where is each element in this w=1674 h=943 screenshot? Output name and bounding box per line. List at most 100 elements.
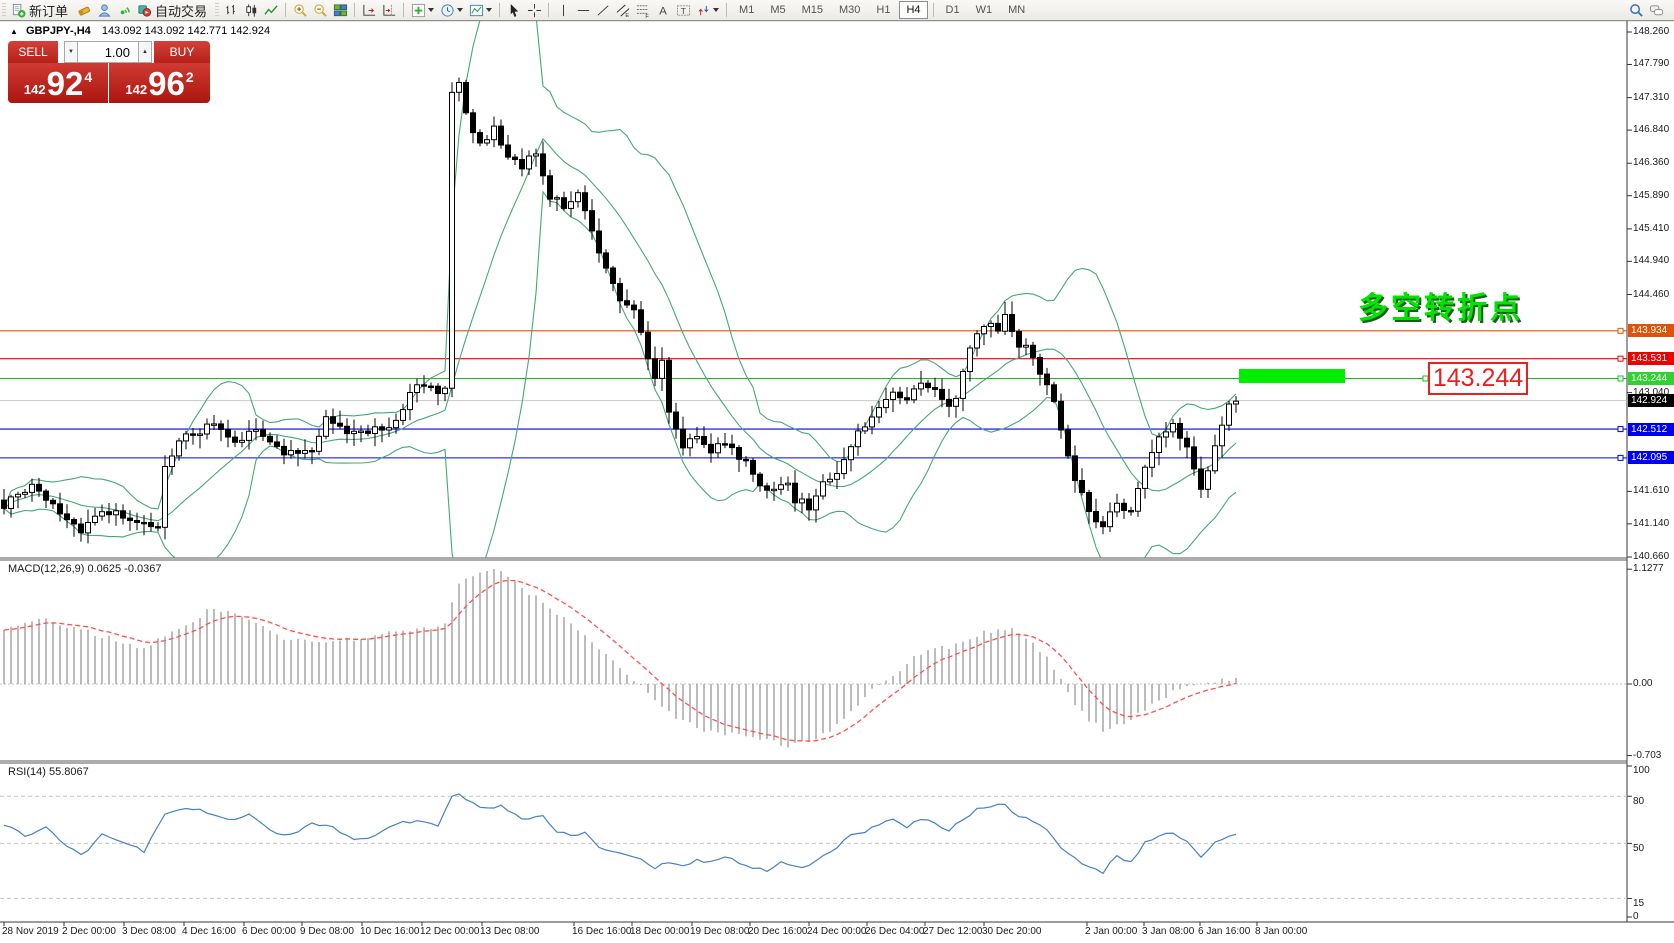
timeframe-m5[interactable]: M5 <box>770 4 786 16</box>
template-icon[interactable] <box>466 1 486 19</box>
sell-button[interactable]: SELL <box>8 41 58 63</box>
volume-increase-button[interactable]: ▲ <box>138 41 152 63</box>
sell-price-big: 92 <box>46 65 84 102</box>
arrows-icon[interactable] <box>693 1 713 19</box>
toolbar-separator <box>354 3 356 17</box>
time-axis-label: 10 Dec 16:00 <box>360 926 420 937</box>
time-axis-label: 6 Jan 16:00 <box>1198 926 1251 937</box>
text-icon[interactable]: A <box>653 1 673 19</box>
svg-text:F: F <box>645 14 649 18</box>
period-dropdown-icon[interactable] <box>457 8 464 12</box>
turning-point-annotation[interactable]: 多空转折点 <box>1358 292 1523 325</box>
autotrade-button[interactable]: 自动交易 <box>155 3 208 19</box>
time-axis-label: 12 Dec 00:00 <box>420 926 480 937</box>
line-anchor <box>1617 426 1624 433</box>
text-label-icon[interactable]: T <box>673 1 693 19</box>
volume-input[interactable]: 1.00 <box>78 41 138 63</box>
toolbar-separator <box>285 3 287 17</box>
buy-button[interactable]: BUY <box>154 41 210 63</box>
highlight-rectangle[interactable] <box>1239 369 1345 383</box>
time-axis-label: 26 Dec 04:00 <box>865 926 925 937</box>
timeframe-h1[interactable]: H1 <box>876 4 891 16</box>
macd-signal-line <box>3 579 1237 742</box>
add-indicator-dropdown-icon[interactable] <box>428 8 435 12</box>
fibonacci-icon[interactable]: F <box>633 1 653 19</box>
auto-scroll-icon[interactable] <box>359 1 379 19</box>
sell-price-prefix: 142 <box>23 82 46 97</box>
line-anchor <box>1617 375 1624 382</box>
template-dropdown-icon[interactable] <box>486 8 493 12</box>
chat-icon[interactable] <box>1646 1 1666 19</box>
rsi-pane <box>0 793 1627 899</box>
buy-price-big: 96 <box>148 65 185 102</box>
price-tick-label: 145.410 <box>1633 222 1670 234</box>
period-clock-icon[interactable] <box>437 1 457 19</box>
crosshair-icon[interactable] <box>524 1 544 19</box>
line-anchor <box>1617 454 1624 461</box>
price-line-badge: 142.924 <box>1628 394 1674 408</box>
timeframe-d1[interactable]: D1 <box>945 4 960 16</box>
price-line-badge: 143.934 <box>1628 324 1674 338</box>
candlestick-chart-icon[interactable] <box>241 1 261 19</box>
time-axis-label: 20 Dec 16:00 <box>748 926 808 937</box>
one-click-trading-panel: SELL ▼ 1.00 ▲ BUY 142 92 4 142 96 2 <box>8 41 210 103</box>
line-anchor <box>1617 355 1624 362</box>
line-chart-icon[interactable] <box>261 1 281 19</box>
new-order-button[interactable]: 新订单 <box>29 3 69 19</box>
tile-windows-icon[interactable] <box>330 1 350 19</box>
eraser-icon[interactable] <box>74 1 94 19</box>
macd-scale-label: 0.00 <box>1633 678 1653 689</box>
timeframe-h4[interactable]: H4 <box>899 1 928 19</box>
zoom-out-icon[interactable] <box>310 1 330 19</box>
chart-shift-icon[interactable] <box>379 1 399 19</box>
price-tick-label: 146.360 <box>1633 157 1670 169</box>
horizontal-line-icon[interactable] <box>573 1 593 19</box>
price-tick-label: 144.460 <box>1633 288 1670 300</box>
search-icon[interactable] <box>1626 1 1646 19</box>
timeframe-m30[interactable]: M30 <box>839 4 861 16</box>
trendline-icon[interactable] <box>593 1 613 19</box>
sell-price[interactable]: 142 92 4 <box>8 63 109 103</box>
buy-price-prefix: 142 <box>125 82 148 97</box>
timeframe-m1[interactable]: M1 <box>739 4 755 16</box>
price-tick-label: 146.840 <box>1633 124 1670 136</box>
collapse-arrow-icon[interactable]: ▲ <box>10 27 18 36</box>
bb-middle <box>3 137 1237 522</box>
toolbar-grip <box>2 3 6 17</box>
zoom-in-icon[interactable] <box>290 1 310 19</box>
time-axis-label: 6 Dec 00:00 <box>242 926 296 937</box>
vertical-line-icon[interactable] <box>553 1 573 19</box>
timeframe-m15[interactable]: M15 <box>801 4 823 16</box>
chart-quote-line: ▲ GBPJPY-,H4 143.092 143.092 142.771 142… <box>10 25 270 37</box>
new-order-icon[interactable] <box>8 1 28 19</box>
rsi-scale-label: 100 <box>1633 765 1650 776</box>
arrows-dropdown-icon[interactable] <box>713 8 720 12</box>
time-axis-label: 27 Dec 12:00 <box>923 926 983 937</box>
candlestick-series <box>1 77 1239 544</box>
autotrade-icon[interactable] <box>134 1 154 19</box>
time-axis-label: 24 Dec 00:00 <box>807 926 867 937</box>
timeframe-bar: M1 M5 M15 M30 H1 H4 D1 W1 MN <box>731 1 1033 19</box>
bar-chart-icon[interactable] <box>221 1 241 19</box>
price-callout-box[interactable]: 143.244 <box>1428 362 1528 395</box>
buy-price[interactable]: 142 96 2 <box>109 63 210 103</box>
price-tick-label: 140.660 <box>1633 551 1670 562</box>
timeframe-w1[interactable]: W1 <box>975 4 993 16</box>
equidistant-channel-icon[interactable]: E <box>613 1 633 19</box>
price-line-badge: 143.244 <box>1628 372 1674 385</box>
volume-decrease-button[interactable]: ▼ <box>64 41 78 63</box>
price-tick-label: 143.040 <box>1633 386 1670 398</box>
timeframe-mn[interactable]: MN <box>1008 4 1026 16</box>
toolbar-separator <box>726 3 728 17</box>
symbol-period-label: GBPJPY-,H4 <box>25 25 91 37</box>
profile-icon[interactable] <box>94 1 114 19</box>
add-indicator-icon[interactable] <box>408 1 428 19</box>
svg-text:T: T <box>680 5 685 15</box>
signal-icon[interactable] <box>114 1 134 19</box>
cursor-icon[interactable] <box>504 1 524 19</box>
time-axis-label: 19 Dec 08:00 <box>690 926 750 937</box>
svg-text:A: A <box>659 5 667 17</box>
time-axis-label: 13 Dec 08:00 <box>480 926 540 937</box>
